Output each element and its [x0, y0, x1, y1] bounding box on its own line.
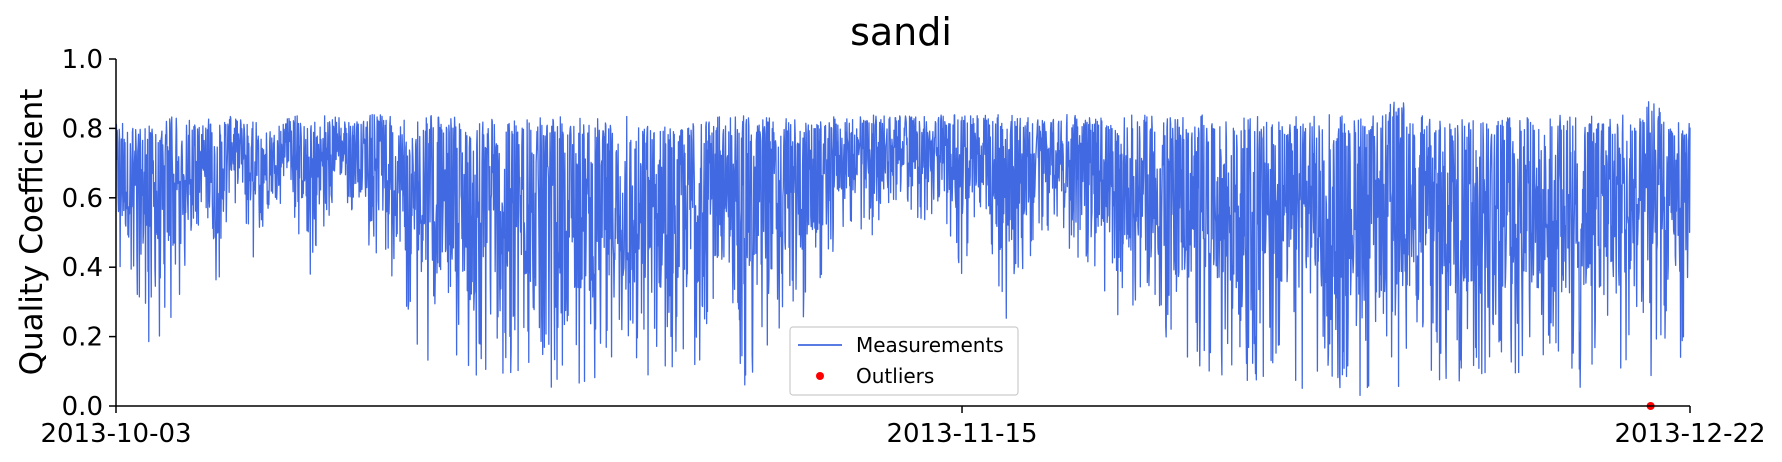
legend-measurements-label: Measurements: [856, 333, 1004, 357]
chart-title: sandi: [850, 10, 952, 54]
plot-area: 0.00.20.40.60.81.0 2013-10-03 2013-11-15 2…: [40, 45, 1765, 449]
x-tick-label: 2013-11-15: [886, 419, 1037, 449]
y-tick-label: 0.8: [62, 114, 103, 144]
y-tick-label: 0.2: [62, 323, 103, 353]
x-tick-label: 2013-12-22: [1614, 419, 1765, 449]
series-measurements-line: [115, 101, 1691, 397]
y-tick-label: 0.6: [62, 184, 103, 214]
legend-frame: [789, 326, 1019, 396]
legend-outliers-label: Outliers: [856, 364, 934, 388]
y-axis-ticks: 0.0 0.2 0.4 0.6 0.8 1.0: [62, 45, 116, 422]
x-tick-label: 2013-10-03: [40, 419, 191, 449]
x-axis-ticks: 2013-10-03 2013-11-15 2013-12-22: [40, 406, 1766, 449]
y-tick-label: 0.0: [62, 392, 103, 422]
y-tick-label: 0.4: [62, 253, 103, 283]
series-layer: [115, 101, 1691, 397]
y-axis-label: Quality Coefficient: [14, 89, 50, 376]
legend: Measurements Outliers: [789, 326, 1019, 396]
legend-outliers-swatch: [816, 372, 824, 380]
y-tick-label: 1.0: [62, 45, 103, 75]
